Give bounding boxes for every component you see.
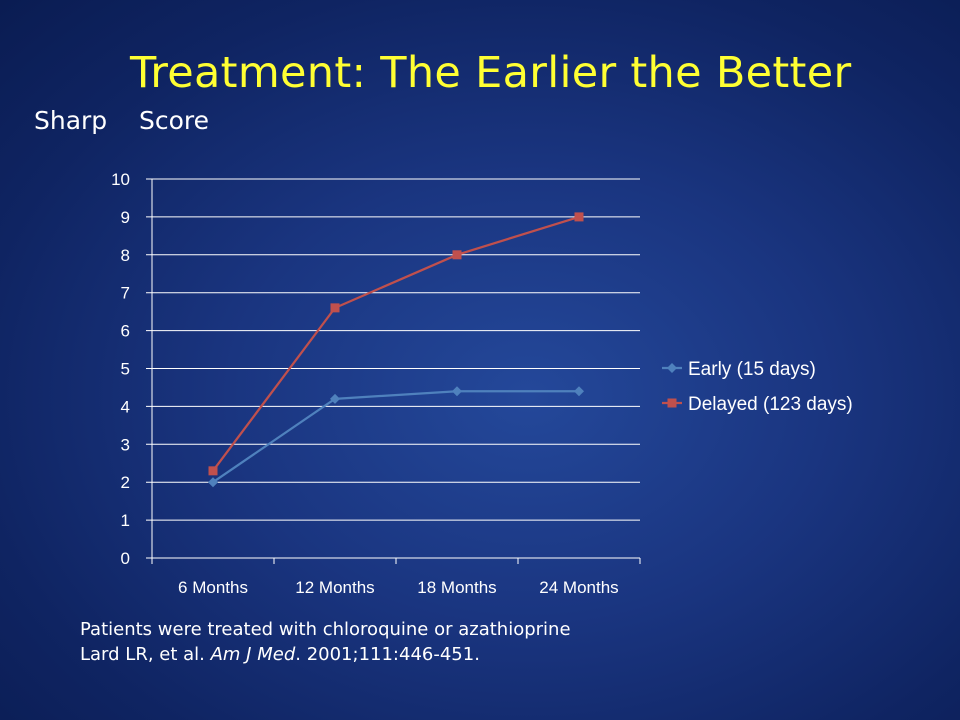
y-tick-label: 6: [121, 322, 130, 341]
y-tick-label: 1: [121, 511, 130, 530]
series-line: [212, 390, 579, 484]
axes: 0 1 2 3 4 5 6 7 8 9 10 6 Months 12 Months 18 Months 24…: [111, 170, 641, 597]
data-point: [330, 303, 340, 313]
gridlines: [146, 178, 640, 521]
data-point: [574, 212, 584, 222]
legend-marker: [667, 398, 677, 408]
data-point: [452, 386, 462, 397]
y-tick-label: 4: [121, 397, 130, 416]
data-point: [574, 386, 584, 397]
y-tick-label: 0: [121, 549, 130, 568]
citation-details: . 2001;111:446-451.: [295, 644, 480, 665]
footnote: Patients were treated with chloroquine o…: [80, 617, 571, 667]
y-tick-label: 7: [121, 284, 130, 303]
data-point: [452, 250, 462, 260]
series: [208, 212, 584, 488]
data-point: [208, 477, 218, 488]
y-tick-label: 2: [121, 473, 130, 492]
legend-label: Delayed (123 days): [688, 394, 853, 415]
x-tick-label: 24 Months: [539, 578, 618, 597]
legend-label: Early (15 days): [688, 359, 816, 380]
legend: Early (15 days) Delayed (123 days): [662, 359, 853, 415]
y-tick-label: 8: [121, 246, 130, 265]
slide-title: Treatment: The Earlier the Better: [130, 48, 852, 98]
y-axis-label: Sharp Score: [34, 106, 209, 135]
y-tick-label: 3: [121, 435, 130, 454]
legend-marker: [667, 363, 677, 373]
data-point: [208, 466, 218, 476]
x-tick-label: 6 Months: [178, 578, 248, 597]
series-line: [212, 215, 580, 472]
citation-authors: Lard LR, et al.: [80, 644, 211, 665]
footnote-treatment: Patients were treated with chloroquine o…: [80, 619, 571, 640]
y-tick-label: 10: [111, 170, 130, 189]
citation-journal: Am J Med: [210, 644, 296, 665]
x-tick-label: 12 Months: [295, 578, 374, 597]
y-tick-label: 9: [121, 208, 130, 227]
x-tick-label: 18 Months: [417, 578, 496, 597]
data-point: [330, 393, 340, 404]
y-tick-label: 5: [121, 360, 130, 379]
footnote-citation: Lard LR, et al. Am J Med. 2001;111:446-4…: [80, 642, 571, 667]
